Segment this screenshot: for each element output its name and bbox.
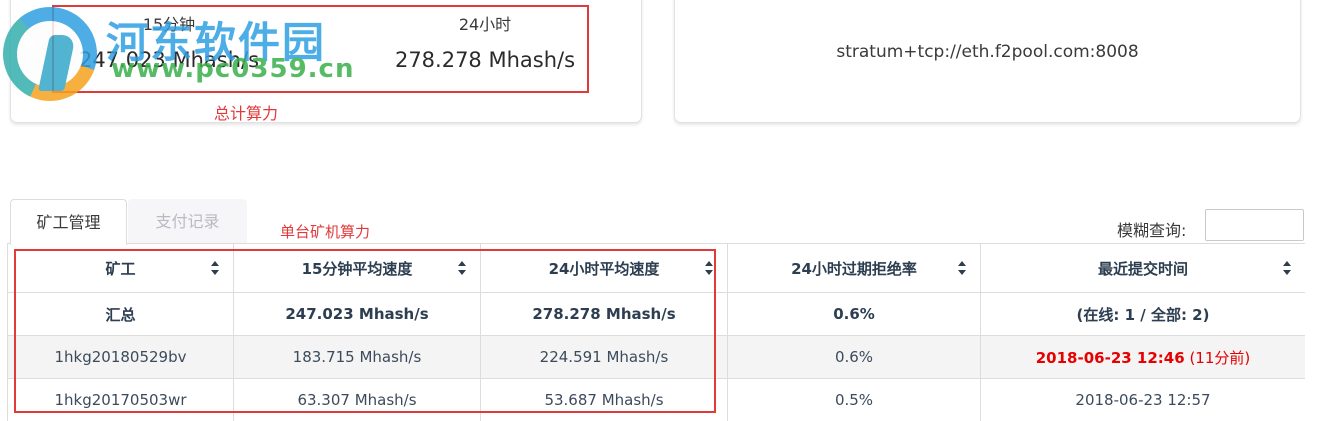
cell-speed-24h: 224.591 Mhash/s xyxy=(480,335,728,379)
cell-speed-15m: 63.307 Mhash/s xyxy=(233,378,481,421)
column-header-speed-15m[interactable]: 15分钟平均速度 xyxy=(233,243,481,293)
last-submit-relative: (11分前) xyxy=(1184,348,1251,367)
stat-15min-label: 15分钟 xyxy=(142,15,196,34)
sort-icon xyxy=(211,261,220,275)
last-submit-time: 2018-06-23 12:57 xyxy=(1075,391,1211,409)
table-row: 1hkg20180529bv 183.715 Mhash/s 224.591 Mha… xyxy=(7,335,1305,379)
total-hashrate-card: 15分钟 247.023 Mhash/s 24小时 278.278 Mhash/… xyxy=(10,0,642,123)
fuzzy-search-input[interactable] xyxy=(1205,209,1304,241)
stat-15min: 15分钟 247.023 Mhash/s xyxy=(11,11,327,72)
column-header-label: 24小时平均速度 xyxy=(548,259,660,278)
table-row: 汇总 247.023 Mhash/s 278.278 Mhash/s 0.6% (在线:… xyxy=(7,292,1305,336)
cell-speed-15m: 183.715 Mhash/s xyxy=(233,335,481,379)
cell-speed-24h: 53.687 Mhash/s xyxy=(480,378,728,421)
tab-payment-records[interactable]: 支付记录 xyxy=(128,199,247,245)
cell-speed-24h: 278.278 Mhash/s xyxy=(480,292,728,336)
cell-miner: 1hkg20170503wr xyxy=(7,378,234,421)
fuzzy-search-label: 模糊查询: xyxy=(1117,221,1187,240)
cell-speed-15m: 247.023 Mhash/s xyxy=(233,292,481,336)
cell-reject-rate: 0.5% xyxy=(727,378,981,421)
column-header-label: 最近提交时间 xyxy=(1097,259,1188,278)
sort-icon xyxy=(458,261,467,275)
cell-miner: 1hkg20180529bv xyxy=(7,335,234,379)
annotation-label-single-miner: 单台矿机算力 xyxy=(280,223,371,241)
column-header-label: 15分钟平均速度 xyxy=(301,259,413,278)
annotation-label-total-hashrate: 总计算力 xyxy=(214,104,279,123)
stat-24h-value: 278.278 Mhash/s xyxy=(394,48,576,72)
stat-15min-value: 247.023 Mhash/s xyxy=(78,48,260,72)
cell-last-submit: 2018-06-23 12:46 (11分前) xyxy=(980,335,1305,379)
last-submit-time: (在线: 1 / 全部: 2) xyxy=(1076,305,1210,324)
tab-miner-management[interactable]: 矿工管理 xyxy=(10,199,127,245)
cell-last-submit: (在线: 1 / 全部: 2) xyxy=(980,292,1305,336)
stat-24h-label: 24小时 xyxy=(458,15,512,34)
column-header-label: 24小时过期拒绝率 xyxy=(791,259,917,278)
stat-24h: 24小时 278.278 Mhash/s xyxy=(327,11,643,72)
cell-miner: 汇总 xyxy=(7,292,234,336)
cell-reject-rate: 0.6% xyxy=(727,335,981,379)
sort-icon xyxy=(705,261,714,275)
stratum-url-card: stratum+tcp://eth.f2pool.com:8008 xyxy=(674,0,1301,123)
column-header-speed-24h[interactable]: 24小时平均速度 xyxy=(480,243,728,293)
column-header-last-submit[interactable]: 最近提交时间 xyxy=(980,243,1305,293)
column-header-label: 矿工 xyxy=(105,259,136,278)
cell-last-submit: 2018-06-23 12:57 xyxy=(980,378,1305,421)
cell-reject-rate: 0.6% xyxy=(727,292,981,336)
sort-icon xyxy=(1283,261,1292,275)
column-header-reject-rate[interactable]: 24小时过期拒绝率 xyxy=(727,243,981,293)
stratum-url: stratum+tcp://eth.f2pool.com:8008 xyxy=(836,42,1139,62)
sort-icon xyxy=(958,261,967,275)
table-row: 1hkg20170503wr 63.307 Mhash/s 53.687 Mhash… xyxy=(7,378,1305,421)
column-header-miner[interactable]: 矿工 xyxy=(7,243,234,293)
miners-table: 矿工 15分钟平均速度 24小时平均速度 24小时过期拒绝率 最近提交时间 汇总 247.… xyxy=(7,243,1305,421)
table-header: 矿工 15分钟平均速度 24小时平均速度 24小时过期拒绝率 最近提交时间 xyxy=(7,243,1305,293)
last-submit-time: 2018-06-23 12:46 xyxy=(1035,348,1185,367)
